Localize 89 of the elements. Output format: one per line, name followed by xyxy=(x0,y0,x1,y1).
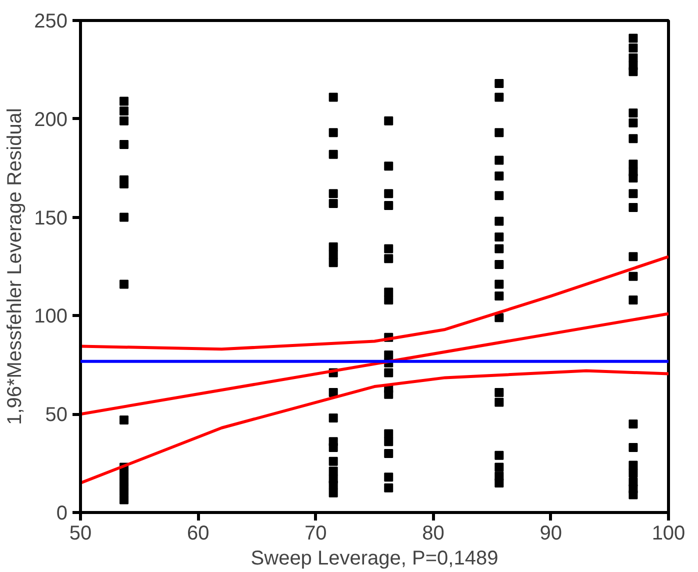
point xyxy=(384,390,394,399)
point xyxy=(120,486,129,496)
point xyxy=(628,202,638,212)
line-series xyxy=(80,255,668,351)
point xyxy=(494,388,504,397)
x-tick-label: 50 xyxy=(69,522,92,544)
point xyxy=(494,78,504,88)
point xyxy=(328,443,338,452)
y-tick-label: 200 xyxy=(34,108,68,131)
point xyxy=(328,250,338,260)
point xyxy=(628,67,638,76)
point xyxy=(628,34,638,43)
y-tick-label: 50 xyxy=(45,404,68,426)
x-tick-label: 70 xyxy=(304,522,327,544)
point xyxy=(628,272,638,281)
point xyxy=(384,472,394,482)
point xyxy=(384,254,394,264)
point xyxy=(628,44,638,53)
point xyxy=(628,490,638,500)
point xyxy=(384,189,394,198)
point xyxy=(384,437,394,446)
point xyxy=(328,466,338,476)
point xyxy=(120,280,129,289)
point xyxy=(628,189,638,198)
point xyxy=(120,96,129,106)
point xyxy=(384,162,394,171)
point xyxy=(628,53,638,62)
point xyxy=(628,118,638,128)
point xyxy=(494,171,504,180)
point xyxy=(494,244,504,254)
point xyxy=(628,468,638,478)
point xyxy=(494,216,504,226)
point xyxy=(494,478,504,488)
point xyxy=(628,443,638,452)
x-tick-label: 80 xyxy=(422,522,444,544)
y-tick-label: 0 xyxy=(56,502,68,524)
point xyxy=(120,495,129,504)
point xyxy=(384,448,394,458)
point xyxy=(328,199,338,208)
point xyxy=(120,416,129,425)
point xyxy=(328,388,338,397)
point xyxy=(628,295,638,304)
point xyxy=(494,232,504,242)
point xyxy=(384,288,394,297)
point xyxy=(120,140,129,149)
point xyxy=(628,108,638,118)
point xyxy=(328,488,338,498)
point xyxy=(494,462,504,472)
line-series xyxy=(80,369,668,484)
point xyxy=(384,116,394,126)
y-tick-label: 100 xyxy=(34,306,68,328)
point xyxy=(120,116,129,126)
x-tick-label: 90 xyxy=(540,522,562,544)
point xyxy=(494,191,504,200)
x-axis-title: Sweep Leverage, P=0,1489 xyxy=(250,548,498,570)
point xyxy=(328,258,338,268)
point xyxy=(384,295,394,304)
point xyxy=(120,106,129,116)
point xyxy=(628,173,638,182)
point xyxy=(628,134,638,144)
point xyxy=(120,212,129,222)
point xyxy=(328,128,338,138)
point xyxy=(328,150,338,159)
point xyxy=(494,398,504,407)
point xyxy=(494,450,504,460)
point xyxy=(628,160,638,169)
x-tick-label: 100 xyxy=(652,522,686,544)
point xyxy=(328,92,338,102)
point xyxy=(328,189,338,198)
point xyxy=(494,156,504,165)
point xyxy=(494,280,504,289)
point xyxy=(628,252,638,262)
point xyxy=(384,368,394,378)
point xyxy=(494,260,504,270)
point xyxy=(384,350,394,360)
y-tick-label: 250 xyxy=(34,10,68,32)
point xyxy=(328,480,338,490)
point xyxy=(628,419,638,428)
point xyxy=(494,292,504,301)
point xyxy=(328,456,338,466)
point xyxy=(384,244,394,254)
x-tick-label: 60 xyxy=(186,522,210,544)
point xyxy=(494,128,504,138)
y-tick-label: 150 xyxy=(34,207,68,230)
point xyxy=(384,200,394,210)
point xyxy=(494,92,504,102)
y-axis-title: 1,96*Messfehler Leverage Residual xyxy=(4,108,26,425)
point xyxy=(384,483,394,492)
point xyxy=(328,414,338,423)
